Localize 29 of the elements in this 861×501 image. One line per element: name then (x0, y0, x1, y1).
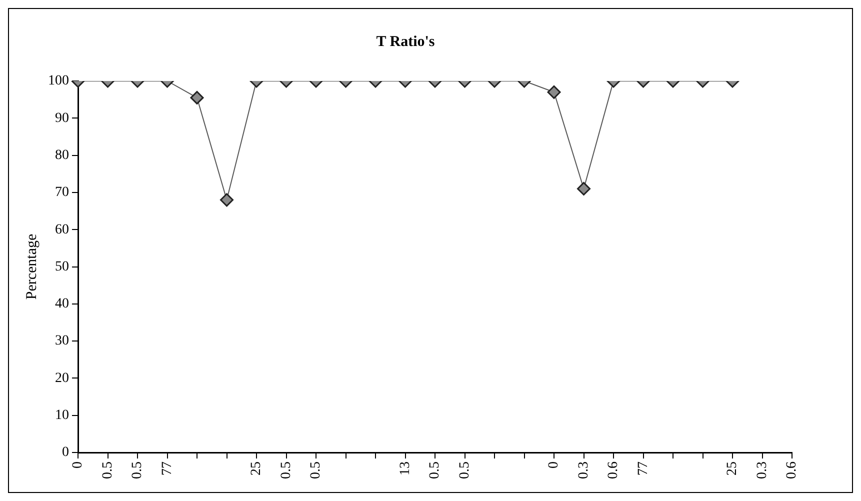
x-tick-label: 0.3 (576, 462, 592, 479)
y-tick-label: 30 (55, 334, 69, 349)
x-tick-label: 0.3 (754, 462, 770, 479)
x-tick-label: 0.6 (784, 462, 800, 479)
y-tick-label: 90 (55, 110, 69, 126)
y-tick-label: 60 (55, 222, 69, 238)
x-tick-label: 13 (398, 462, 413, 476)
x-tick-label: 0 (546, 462, 562, 468)
x-tick-label: 0.5 (308, 462, 324, 479)
y-tick-label: 100 (48, 74, 69, 89)
x-tick-label: 0.6 (606, 462, 622, 479)
y-tick-label: 80 (55, 148, 69, 163)
x-tick-label: 25 (249, 462, 264, 476)
x-tick-label: 0.5 (428, 462, 443, 479)
x-tick-label: 77 (636, 462, 651, 476)
chart-title: T Ratio's (376, 34, 435, 50)
y-tick-label: 10 (55, 408, 69, 424)
y-tick-label: 20 (55, 370, 69, 386)
y-axis-title: Percentage (24, 234, 40, 300)
x-tick-label: 0.5 (457, 462, 472, 479)
x-tick-label: 77 (160, 462, 175, 476)
y-tick-label: 70 (55, 185, 69, 200)
x-tick-label: 0 (70, 462, 86, 468)
x-tick-label: 0.5 (100, 462, 116, 479)
y-tick-label: 50 (55, 259, 69, 274)
x-tick-label: 0.5 (278, 462, 294, 479)
x-tick-label: 0.5 (130, 462, 146, 479)
y-tick-label: 40 (55, 296, 69, 312)
x-tick-label: 25 (725, 462, 740, 476)
